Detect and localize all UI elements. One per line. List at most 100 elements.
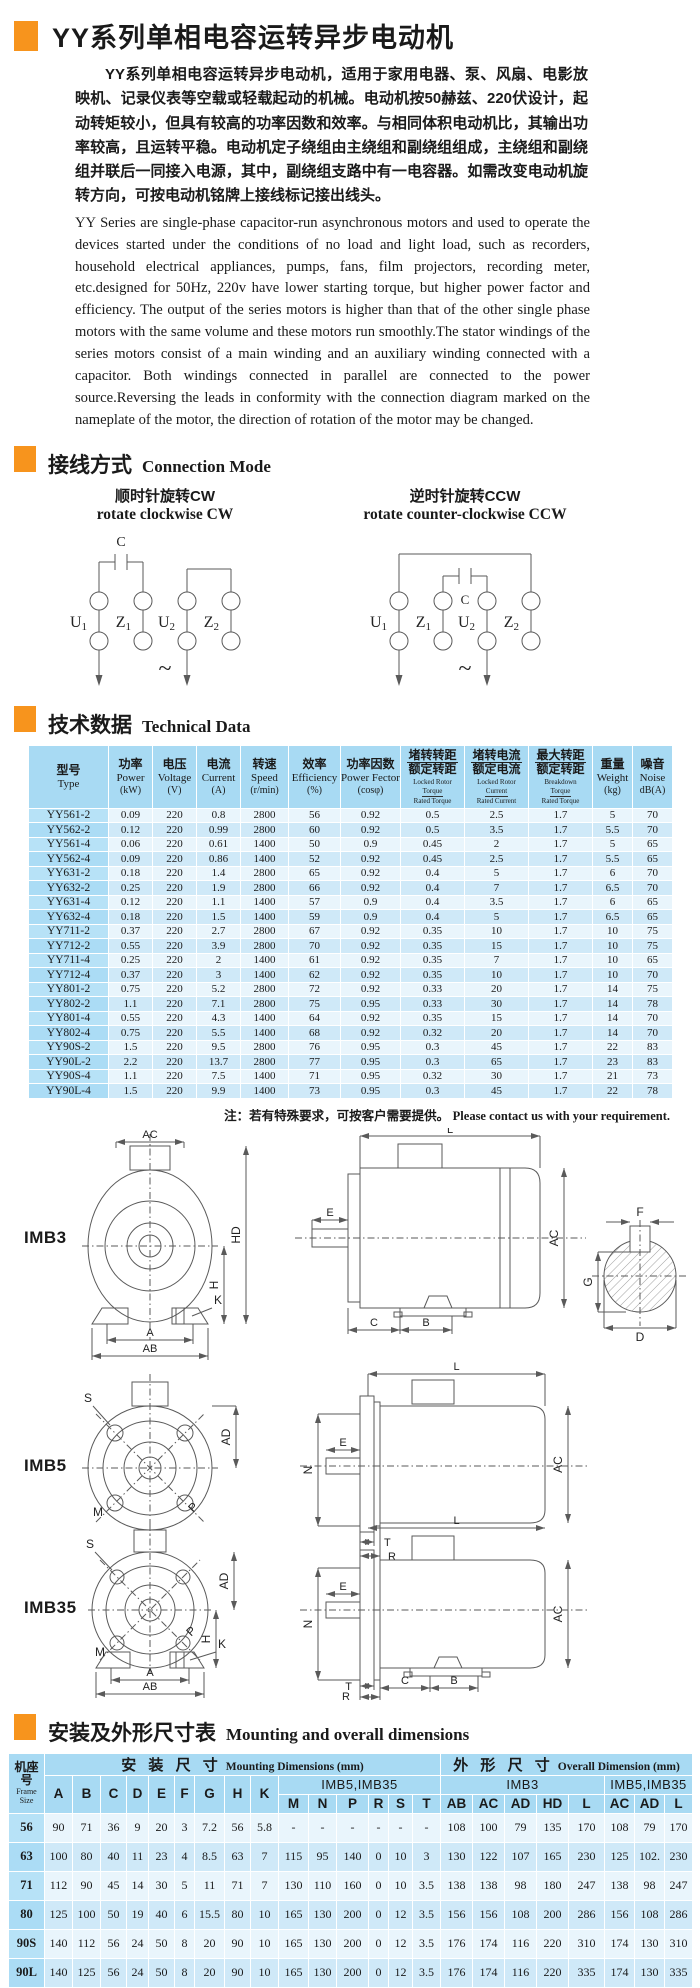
svg-text:AC: AC [142,1129,157,1141]
tech-value-cell: 0.92 [340,880,401,896]
tech-col-header: 电流 Current (A) [196,744,241,809]
dimension-value-cell: 10 [388,1841,413,1872]
tech-value-cell: 30 [464,996,529,1012]
tech-value-cell: 0.92 [340,1010,401,1027]
dimension-value-cell: 107 [504,1841,538,1872]
tech-value-cell: 70 [632,1010,673,1027]
tech-col-header: 功率因数 Power Fector (cosφ) [340,744,401,809]
tech-value-cell: 6 [592,865,633,882]
tech-value-cell: 30 [464,1068,529,1085]
tech-value-cell: 1.7 [528,1083,593,1099]
tech-col-header: 效率 Efficiency (%) [288,744,341,809]
dimension-value-cell: 11 [194,1870,225,1901]
dimension-value-cell: - [368,1812,389,1843]
tech-value-cell: 2800 [240,923,289,940]
motor-type-cell: YY561-4 [28,836,109,853]
mount-row: 90L 140 125 56 24 50 8 20 90 10 165 130 200 0 12 3.5 176… [8,1957,694,1988]
dimension-value-cell: 156 [604,1899,636,1930]
tech-value-cell: 4.3 [196,1010,241,1027]
tech-row: YY562-4 0.09 220 0.86 1400 52 0.92 0.45 2.5 1.7 5.… [28,851,673,867]
dimension-value-cell: 9 [126,1812,149,1843]
tech-value-cell: 0.09 [108,851,153,867]
technical-data-table: 型号 Type 功率 Power (kW) 电压 Voltage (V) 电流 Current (A… [28,744,673,1099]
tech-value-cell: 5 [592,836,633,853]
svg-text:K: K [214,1293,222,1307]
tech-value-cell: 0.95 [340,1039,401,1056]
dimension-value-cell: 10 [250,1928,279,1959]
svg-text:S: S [86,1537,94,1551]
dimension-value-cell: 79 [504,1812,538,1843]
dimension-value-cell: - [308,1812,337,1843]
ccw-title-en: rotate counter-clockwise CCW [363,505,567,523]
dimension-value-cell: 230 [664,1841,694,1872]
tech-row: YY631-4 0.12 220 1.1 1400 57 0.9 0.4 3.5 1.7 6 65 [28,894,673,911]
tech-value-cell: 66 [288,880,341,896]
dimension-value-cell: 125 [72,1957,101,1988]
tech-value-cell: 2800 [240,865,289,882]
tech-value-cell: 0.92 [340,981,401,998]
tech-value-cell: 2800 [240,1039,289,1056]
dimension-value-cell: 247 [568,1870,606,1901]
frame-size-cell: 56 [8,1812,45,1843]
dimension-value-cell: 122 [472,1841,506,1872]
mount-col-header: IMB5,IMB35 [277,1774,442,1795]
dimension-value-cell: 19 [126,1899,149,1930]
section-title-cn: 安装及外形尺寸表 [48,1721,216,1745]
tech-value-cell: 0.32 [400,1025,465,1041]
tech-value-cell: 220 [152,1083,197,1099]
tech-value-cell: 220 [152,938,197,954]
mount-col-header: B [72,1774,101,1814]
imb3-drawing: AC HD HK A AB L E AC C B [82,1124,586,1360]
tech-value-cell: 1.7 [528,996,593,1012]
dimension-value-cell: 71 [72,1812,101,1843]
tech-value-cell: 220 [152,909,197,925]
tech-value-cell: 7 [464,952,529,969]
dimension-value-cell: 8 [174,1928,195,1959]
tech-value-cell: 0.86 [196,851,241,867]
frame-size-cell: 90S [8,1928,45,1959]
tech-value-cell: 0.37 [108,923,153,940]
tech-value-cell: 57 [288,894,341,911]
mount-col-header: AD [504,1793,538,1814]
tech-value-cell: 0.61 [196,836,241,853]
tech-value-cell: 3 [196,967,241,983]
dimension-value-cell: 40 [100,1841,127,1872]
mount-col-header: AC [472,1793,506,1814]
motor-type-cell: YY90S-2 [28,1039,109,1056]
dimension-value-cell: 11 [126,1841,149,1872]
tech-value-cell: 220 [152,836,197,853]
tech-value-cell: 1.7 [528,836,593,853]
dimension-value-cell: 130 [308,1928,337,1959]
dimension-value-cell: 174 [604,1957,636,1988]
tech-value-cell: 65 [632,952,673,969]
tech-value-cell: 7 [464,880,529,896]
tech-value-cell: 220 [152,894,197,911]
tech-col-header: 功率 Power (kW) [108,744,153,809]
dimension-value-cell: 7 [250,1841,279,1872]
dimension-value-cell: 200 [336,1928,369,1959]
tech-col-header: 电压 Voltage (V) [152,744,197,809]
tech-row: YY562-2 0.12 220 0.99 2800 60 0.92 0.5 3.5 1.7 5.5… [28,822,673,838]
tech-value-cell: 0.92 [340,1025,401,1041]
tech-value-cell: 1400 [240,836,289,853]
dimension-value-cell: 335 [664,1957,694,1988]
svg-text:C: C [461,592,470,607]
section-title-cn: 技术数据 [48,713,132,737]
mount-col-header: K [250,1774,279,1814]
tech-value-cell: 1.7 [528,865,593,882]
svg-text:Z1: Z1 [116,614,131,633]
tech-value-cell: 0.33 [400,996,465,1012]
tech-value-cell: 14 [592,1025,633,1041]
tech-value-cell: 67 [288,923,341,940]
svg-text:H: H [207,1280,221,1289]
tech-value-cell: 52 [288,851,341,867]
dimension-value-cell: 3 [411,1841,442,1872]
motor-type-cell: YY561-2 [28,807,109,824]
motor-type-cell: YY631-2 [28,865,109,882]
dimension-value-cell: 3.5 [411,1957,442,1988]
svg-text:A: A [146,1327,154,1339]
motor-type-cell: YY802-4 [28,1025,109,1041]
tech-value-cell: 10 [592,923,633,940]
dimension-value-cell: 98 [634,1870,666,1901]
